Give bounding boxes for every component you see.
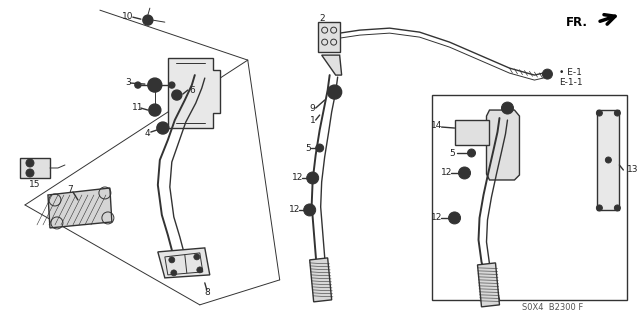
Text: 8: 8 bbox=[204, 288, 210, 297]
Text: 1: 1 bbox=[310, 116, 316, 124]
Polygon shape bbox=[158, 248, 210, 278]
Text: 10: 10 bbox=[122, 12, 134, 21]
Circle shape bbox=[614, 205, 620, 211]
Circle shape bbox=[169, 82, 175, 88]
Text: 12: 12 bbox=[289, 205, 300, 214]
Circle shape bbox=[135, 82, 141, 88]
Circle shape bbox=[160, 125, 166, 131]
Circle shape bbox=[169, 257, 175, 263]
Circle shape bbox=[194, 254, 200, 260]
Circle shape bbox=[304, 204, 316, 216]
Circle shape bbox=[545, 72, 549, 76]
Circle shape bbox=[149, 104, 161, 116]
Text: 12: 12 bbox=[292, 173, 303, 182]
Circle shape bbox=[467, 149, 476, 157]
Polygon shape bbox=[486, 110, 520, 180]
Text: 12: 12 bbox=[431, 213, 442, 222]
Circle shape bbox=[196, 267, 203, 273]
Bar bbox=[317, 22, 340, 52]
Circle shape bbox=[614, 110, 620, 116]
Circle shape bbox=[596, 110, 602, 116]
Text: 5: 5 bbox=[305, 143, 310, 153]
Circle shape bbox=[452, 215, 458, 221]
Circle shape bbox=[172, 90, 182, 100]
Circle shape bbox=[504, 105, 511, 111]
Circle shape bbox=[458, 167, 470, 179]
Polygon shape bbox=[477, 263, 499, 307]
Polygon shape bbox=[322, 55, 342, 75]
Bar bbox=[597, 110, 620, 210]
Circle shape bbox=[596, 205, 602, 211]
Circle shape bbox=[157, 122, 169, 134]
Circle shape bbox=[143, 15, 153, 25]
Circle shape bbox=[148, 78, 162, 92]
Text: 12: 12 bbox=[441, 169, 452, 178]
Circle shape bbox=[543, 69, 552, 79]
Text: FR.: FR. bbox=[565, 16, 588, 29]
Circle shape bbox=[151, 81, 159, 89]
Circle shape bbox=[316, 144, 324, 152]
Circle shape bbox=[461, 170, 467, 176]
Bar bbox=[431, 95, 627, 300]
Text: 2: 2 bbox=[320, 14, 326, 23]
Text: • E-1: • E-1 bbox=[559, 68, 582, 76]
Circle shape bbox=[152, 107, 158, 113]
Text: E-1-1: E-1-1 bbox=[559, 77, 583, 87]
Text: 4: 4 bbox=[145, 129, 150, 138]
Circle shape bbox=[175, 93, 179, 97]
Circle shape bbox=[449, 212, 461, 224]
Circle shape bbox=[26, 159, 34, 167]
Circle shape bbox=[328, 85, 342, 99]
Circle shape bbox=[26, 169, 34, 177]
Text: 13: 13 bbox=[627, 165, 639, 174]
Text: 14: 14 bbox=[431, 121, 442, 130]
Polygon shape bbox=[310, 258, 332, 302]
Circle shape bbox=[502, 102, 513, 114]
Bar bbox=[20, 158, 50, 178]
Circle shape bbox=[310, 175, 316, 181]
Text: S0X4  B2300 F: S0X4 B2300 F bbox=[522, 303, 583, 312]
Text: 15: 15 bbox=[29, 180, 41, 189]
Text: 11: 11 bbox=[132, 102, 143, 112]
Circle shape bbox=[605, 157, 611, 163]
Polygon shape bbox=[48, 188, 112, 228]
Text: 5: 5 bbox=[450, 148, 456, 157]
Bar bbox=[454, 120, 490, 145]
Polygon shape bbox=[168, 58, 220, 128]
Circle shape bbox=[171, 270, 177, 276]
Circle shape bbox=[332, 89, 338, 95]
Text: 7: 7 bbox=[67, 186, 73, 195]
Text: 3: 3 bbox=[125, 77, 131, 87]
Circle shape bbox=[307, 207, 313, 213]
Text: 6: 6 bbox=[189, 85, 195, 95]
Text: 9: 9 bbox=[310, 104, 316, 113]
Circle shape bbox=[307, 172, 319, 184]
